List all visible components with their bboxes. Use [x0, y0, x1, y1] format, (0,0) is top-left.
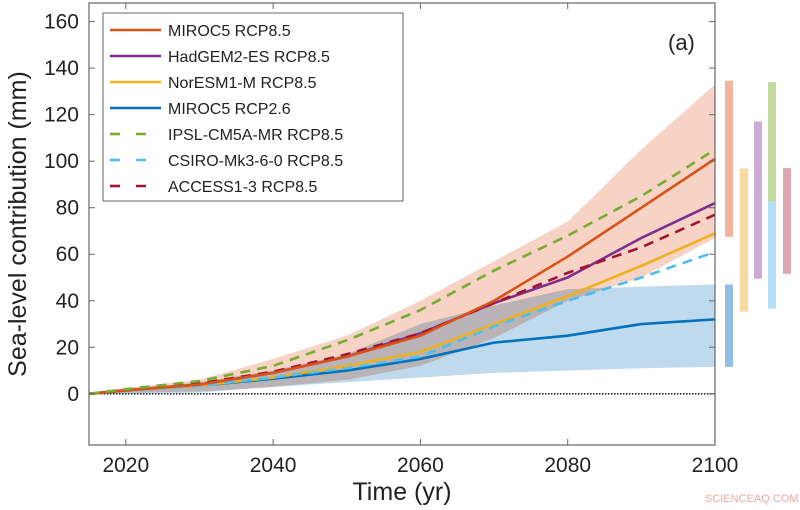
x-axis-label: Time (yr): [352, 478, 451, 506]
range-bar-miroc5-rcp2-6: [725, 284, 733, 367]
range-bar-hadgem2-es-rcp8-5: [754, 121, 762, 279]
legend-label: ACCESS1-3 RCP8.5: [168, 179, 317, 196]
range-bars-2100: [725, 80, 791, 367]
range-bar-access1-3-rcp8-5: [783, 168, 791, 274]
range-bar-miroc5-rcp8-5: [725, 80, 733, 237]
y-axis-label: Sea-level contribution (mm): [4, 71, 32, 377]
y-tick-label: 160: [44, 11, 79, 34]
panel-label: (a): [668, 30, 695, 55]
range-bar-noresm1-m-rcp8-5: [740, 168, 748, 312]
y-tick-label: 40: [56, 290, 79, 313]
y-tick-label: 20: [56, 336, 79, 359]
y-tick-label: 140: [44, 57, 79, 80]
y-tick-label: 0: [67, 383, 79, 406]
x-tick-label: 2020: [102, 454, 149, 477]
series-lines: [88, 148, 716, 396]
legend-label: CSIRO-Mk3-6-0 RCP8.5: [168, 153, 343, 170]
y-tick-label: 120: [44, 104, 79, 127]
plot-frame: [88, 2, 716, 446]
y-tick-label: 60: [56, 243, 79, 266]
watermark: SCIENCEAQ.COM: [705, 493, 799, 505]
line-ipsl-cm5a-mr-rcp8-5: [88, 148, 716, 396]
legend-label: IPSL-CM5A-MR RCP8.5: [168, 127, 343, 144]
y-tick-label: 100: [44, 150, 79, 173]
axis-ticks: 2020 2040 2060 2080 210002040608010012014016…: [44, 3, 738, 477]
legend-label: MIROC5 RCP8.5: [168, 23, 291, 40]
range-bar-csiro-mk3-6-0-rcp8-5: [768, 201, 776, 309]
line-miroc5-rcp8-5: [88, 157, 716, 396]
x-tick-label: 2100: [692, 454, 739, 477]
legend: MIROC5 RCP8.5 HadGEM2-ES RCP8.5 NorESM1-M …: [102, 12, 404, 202]
legend-label: NorESM1-M RCP8.5: [168, 75, 317, 92]
legend-label: MIROC5 RCP2.6: [168, 101, 291, 118]
x-tick-label: 2080: [544, 454, 591, 477]
x-tick-label: 2040: [250, 454, 297, 477]
range-bar-ipsl-cm5a-mr-rcp8-5: [768, 82, 776, 202]
legend-label: HadGEM2-ES RCP8.5: [168, 49, 330, 66]
y-tick-label: 80: [56, 197, 79, 220]
x-tick-label: 2060: [397, 454, 444, 477]
